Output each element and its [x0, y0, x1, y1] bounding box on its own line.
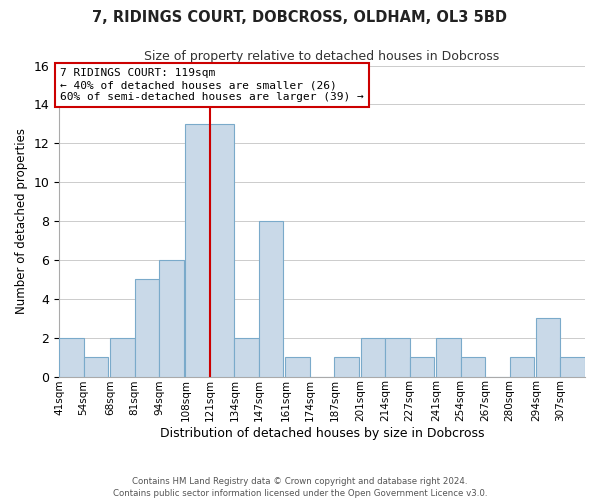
X-axis label: Distribution of detached houses by size in Dobcross: Distribution of detached houses by size …	[160, 427, 484, 440]
Bar	[286, 357, 310, 376]
Bar	[259, 221, 283, 376]
Text: Contains HM Land Registry data © Crown copyright and database right 2024.
Contai: Contains HM Land Registry data © Crown c…	[113, 476, 487, 498]
Bar	[385, 338, 410, 376]
Bar	[185, 124, 210, 376]
Y-axis label: Number of detached properties: Number of detached properties	[15, 128, 28, 314]
Bar	[410, 357, 434, 376]
Title: Size of property relative to detached houses in Dobcross: Size of property relative to detached ho…	[145, 50, 500, 63]
Bar	[83, 357, 108, 376]
Bar	[334, 357, 359, 376]
Bar	[59, 338, 83, 376]
Text: 7, RIDINGS COURT, DOBCROSS, OLDHAM, OL3 5BD: 7, RIDINGS COURT, DOBCROSS, OLDHAM, OL3 …	[92, 10, 508, 25]
Bar	[536, 318, 560, 376]
Bar	[210, 124, 235, 376]
Text: 7 RIDINGS COURT: 119sqm
← 40% of detached houses are smaller (26)
60% of semi-de: 7 RIDINGS COURT: 119sqm ← 40% of detache…	[60, 68, 364, 102]
Bar	[235, 338, 259, 376]
Bar	[110, 338, 134, 376]
Bar	[509, 357, 534, 376]
Bar	[461, 357, 485, 376]
Bar	[361, 338, 385, 376]
Bar	[436, 338, 461, 376]
Bar	[560, 357, 585, 376]
Bar	[159, 260, 184, 376]
Bar	[134, 280, 159, 376]
